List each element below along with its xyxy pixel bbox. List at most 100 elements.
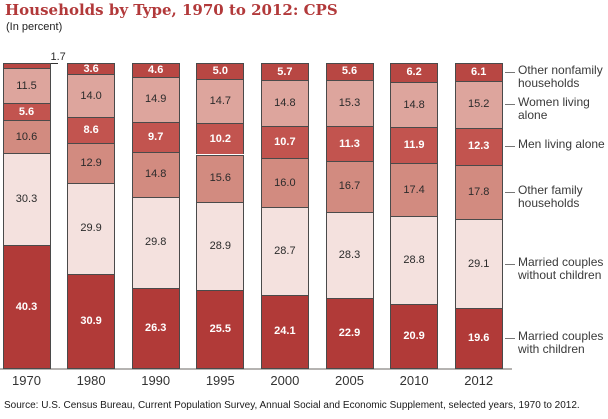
segment-value-label: 5.0 bbox=[212, 64, 228, 77]
segment-value-label: 11.3 bbox=[339, 137, 360, 150]
bar-segment: 12.3 bbox=[454, 127, 503, 166]
segment-value-label: 14.7 bbox=[209, 94, 231, 107]
legend-leader-line bbox=[504, 192, 515, 194]
callout-leader-line bbox=[38, 62, 58, 64]
segment-value-label: 10.6 bbox=[15, 130, 38, 143]
x-axis-label: 2005 bbox=[335, 373, 364, 388]
bar-segment bbox=[2, 63, 51, 69]
source-note: Source: U.S. Census Bureau, Current Popu… bbox=[4, 400, 580, 411]
x-axis-line bbox=[0, 368, 512, 370]
segment-value-label: 10.2 bbox=[209, 132, 231, 145]
bar-segment: 3.6 bbox=[67, 62, 116, 75]
bar-segment: 12.9 bbox=[67, 143, 116, 183]
segment-value-label: 28.3 bbox=[338, 248, 361, 261]
legend-label: Men living alone bbox=[518, 137, 605, 152]
bar-1990: 26.3 29.8 14.8 9.7 14.9 4.6 bbox=[131, 62, 180, 369]
segment-value-label: 8.6 bbox=[83, 124, 99, 137]
segment-value-label: 12.3 bbox=[467, 140, 490, 153]
bar-segment: 29.1 bbox=[454, 219, 503, 309]
legend-label: Married couples without children bbox=[518, 254, 604, 282]
segment-value-label: 5.6 bbox=[18, 105, 35, 118]
bar-segment: 16.0 bbox=[260, 158, 309, 207]
chart-title: Households by Type, 1970 to 2012: CPS bbox=[5, 1, 338, 19]
x-axis-label: 2000 bbox=[270, 373, 300, 388]
segment-value-label: 40.3 bbox=[15, 300, 38, 313]
chart-subtitle: (In percent) bbox=[6, 21, 63, 33]
bar-segment: 26.3 bbox=[131, 287, 180, 368]
bar-segment: 40.3 bbox=[2, 245, 51, 368]
bar-segment: 14.8 bbox=[131, 151, 180, 197]
legend-leader-line bbox=[504, 71, 515, 73]
callout-value-label: 1.7 bbox=[50, 51, 66, 63]
segment-value-label: 12.9 bbox=[80, 156, 102, 169]
segment-value-label: 6.2 bbox=[406, 66, 422, 79]
segment-value-label: 24.1 bbox=[274, 325, 296, 338]
segment-value-label: 26.3 bbox=[144, 321, 167, 334]
segment-value-label: 28.8 bbox=[403, 254, 425, 267]
bar-segment: 30.9 bbox=[67, 273, 116, 368]
bar-segment: 14.9 bbox=[131, 76, 180, 123]
bar-segment: 14.0 bbox=[67, 74, 116, 117]
bar-segment: 6.1 bbox=[454, 62, 503, 82]
bar-segment: 30.3 bbox=[2, 152, 51, 246]
bar-segment: 28.9 bbox=[196, 202, 245, 291]
bar-segment: 25.5 bbox=[196, 290, 245, 368]
segment-value-label: 6.1 bbox=[471, 66, 487, 78]
bar-segment: 11.9 bbox=[390, 127, 439, 164]
bar-segment: 14.7 bbox=[196, 78, 245, 124]
bar-segment: 17.4 bbox=[390, 163, 439, 217]
segment-value-label: 20.9 bbox=[403, 330, 425, 343]
bar-segment: 10.6 bbox=[2, 120, 51, 153]
segment-value-label: 29.8 bbox=[144, 236, 167, 249]
segment-value-label: 4.6 bbox=[148, 63, 164, 76]
x-axis-label: 1990 bbox=[141, 373, 171, 388]
bar-segment: 4.6 bbox=[131, 62, 180, 77]
bar-segment: 11.3 bbox=[325, 126, 374, 161]
bar-2005: 22.9 28.3 16.7 11.3 15.3 5.6 bbox=[325, 62, 374, 369]
bar-segment: 17.8 bbox=[454, 165, 503, 220]
bar-segment: 5.6 bbox=[325, 62, 374, 80]
bar-segment: 15.2 bbox=[454, 81, 503, 128]
x-axis-label: 2012 bbox=[464, 373, 494, 388]
segment-value-label: 19.6 bbox=[467, 332, 490, 345]
segment-value-label: 9.7 bbox=[148, 130, 164, 143]
bar-segment: 15.3 bbox=[325, 79, 374, 127]
bar-segment: 10.7 bbox=[260, 125, 309, 159]
bar-segment: 5.0 bbox=[196, 63, 245, 79]
bar-segment: 15.6 bbox=[196, 154, 245, 203]
segment-value-label: 14.9 bbox=[144, 93, 167, 106]
legend-label: Other family households bbox=[518, 183, 583, 211]
bar-segment: 28.3 bbox=[325, 211, 374, 299]
segment-value-label: 3.6 bbox=[83, 62, 99, 75]
segment-value-label: 5.7 bbox=[277, 65, 293, 78]
segment-value-label: 29.1 bbox=[467, 257, 490, 270]
x-axis-label: 1980 bbox=[76, 373, 106, 388]
bar-segment: 29.8 bbox=[131, 196, 180, 288]
bar-segment: 16.7 bbox=[325, 160, 374, 212]
x-axis-label: 2010 bbox=[399, 373, 429, 388]
segment-value-label: 15.3 bbox=[338, 97, 361, 110]
segment-value-label: 16.7 bbox=[338, 180, 361, 193]
segment-value-label: 17.4 bbox=[403, 183, 425, 196]
segment-value-label: 14.8 bbox=[403, 98, 425, 111]
segment-value-label: 11.9 bbox=[403, 139, 425, 152]
legend-leader-line bbox=[504, 146, 515, 148]
segment-value-label: 17.8 bbox=[467, 186, 490, 199]
bar-segment: 24.1 bbox=[260, 294, 309, 368]
bar-segment: 9.7 bbox=[131, 122, 180, 152]
segment-value-label: 15.6 bbox=[209, 172, 231, 185]
bar-segment: 19.6 bbox=[454, 308, 503, 368]
bar-segment: 14.8 bbox=[260, 80, 309, 126]
segment-value-label: 16.0 bbox=[274, 176, 296, 189]
segment-value-label: 30.9 bbox=[80, 314, 102, 327]
bar-2012: 19.6 29.1 17.8 12.3 15.2 6.1 bbox=[454, 62, 503, 369]
bar-segment: 14.8 bbox=[390, 81, 439, 128]
segment-value-label: 28.9 bbox=[209, 240, 231, 253]
bar-1995: 25.5 28.9 15.6 10.2 14.7 5.0 bbox=[196, 63, 245, 369]
segment-value-label: 30.3 bbox=[15, 192, 38, 205]
segment-value-label: 28.7 bbox=[274, 244, 296, 257]
bar-segment: 11.5 bbox=[2, 68, 51, 104]
bar-segment: 20.9 bbox=[390, 304, 439, 368]
